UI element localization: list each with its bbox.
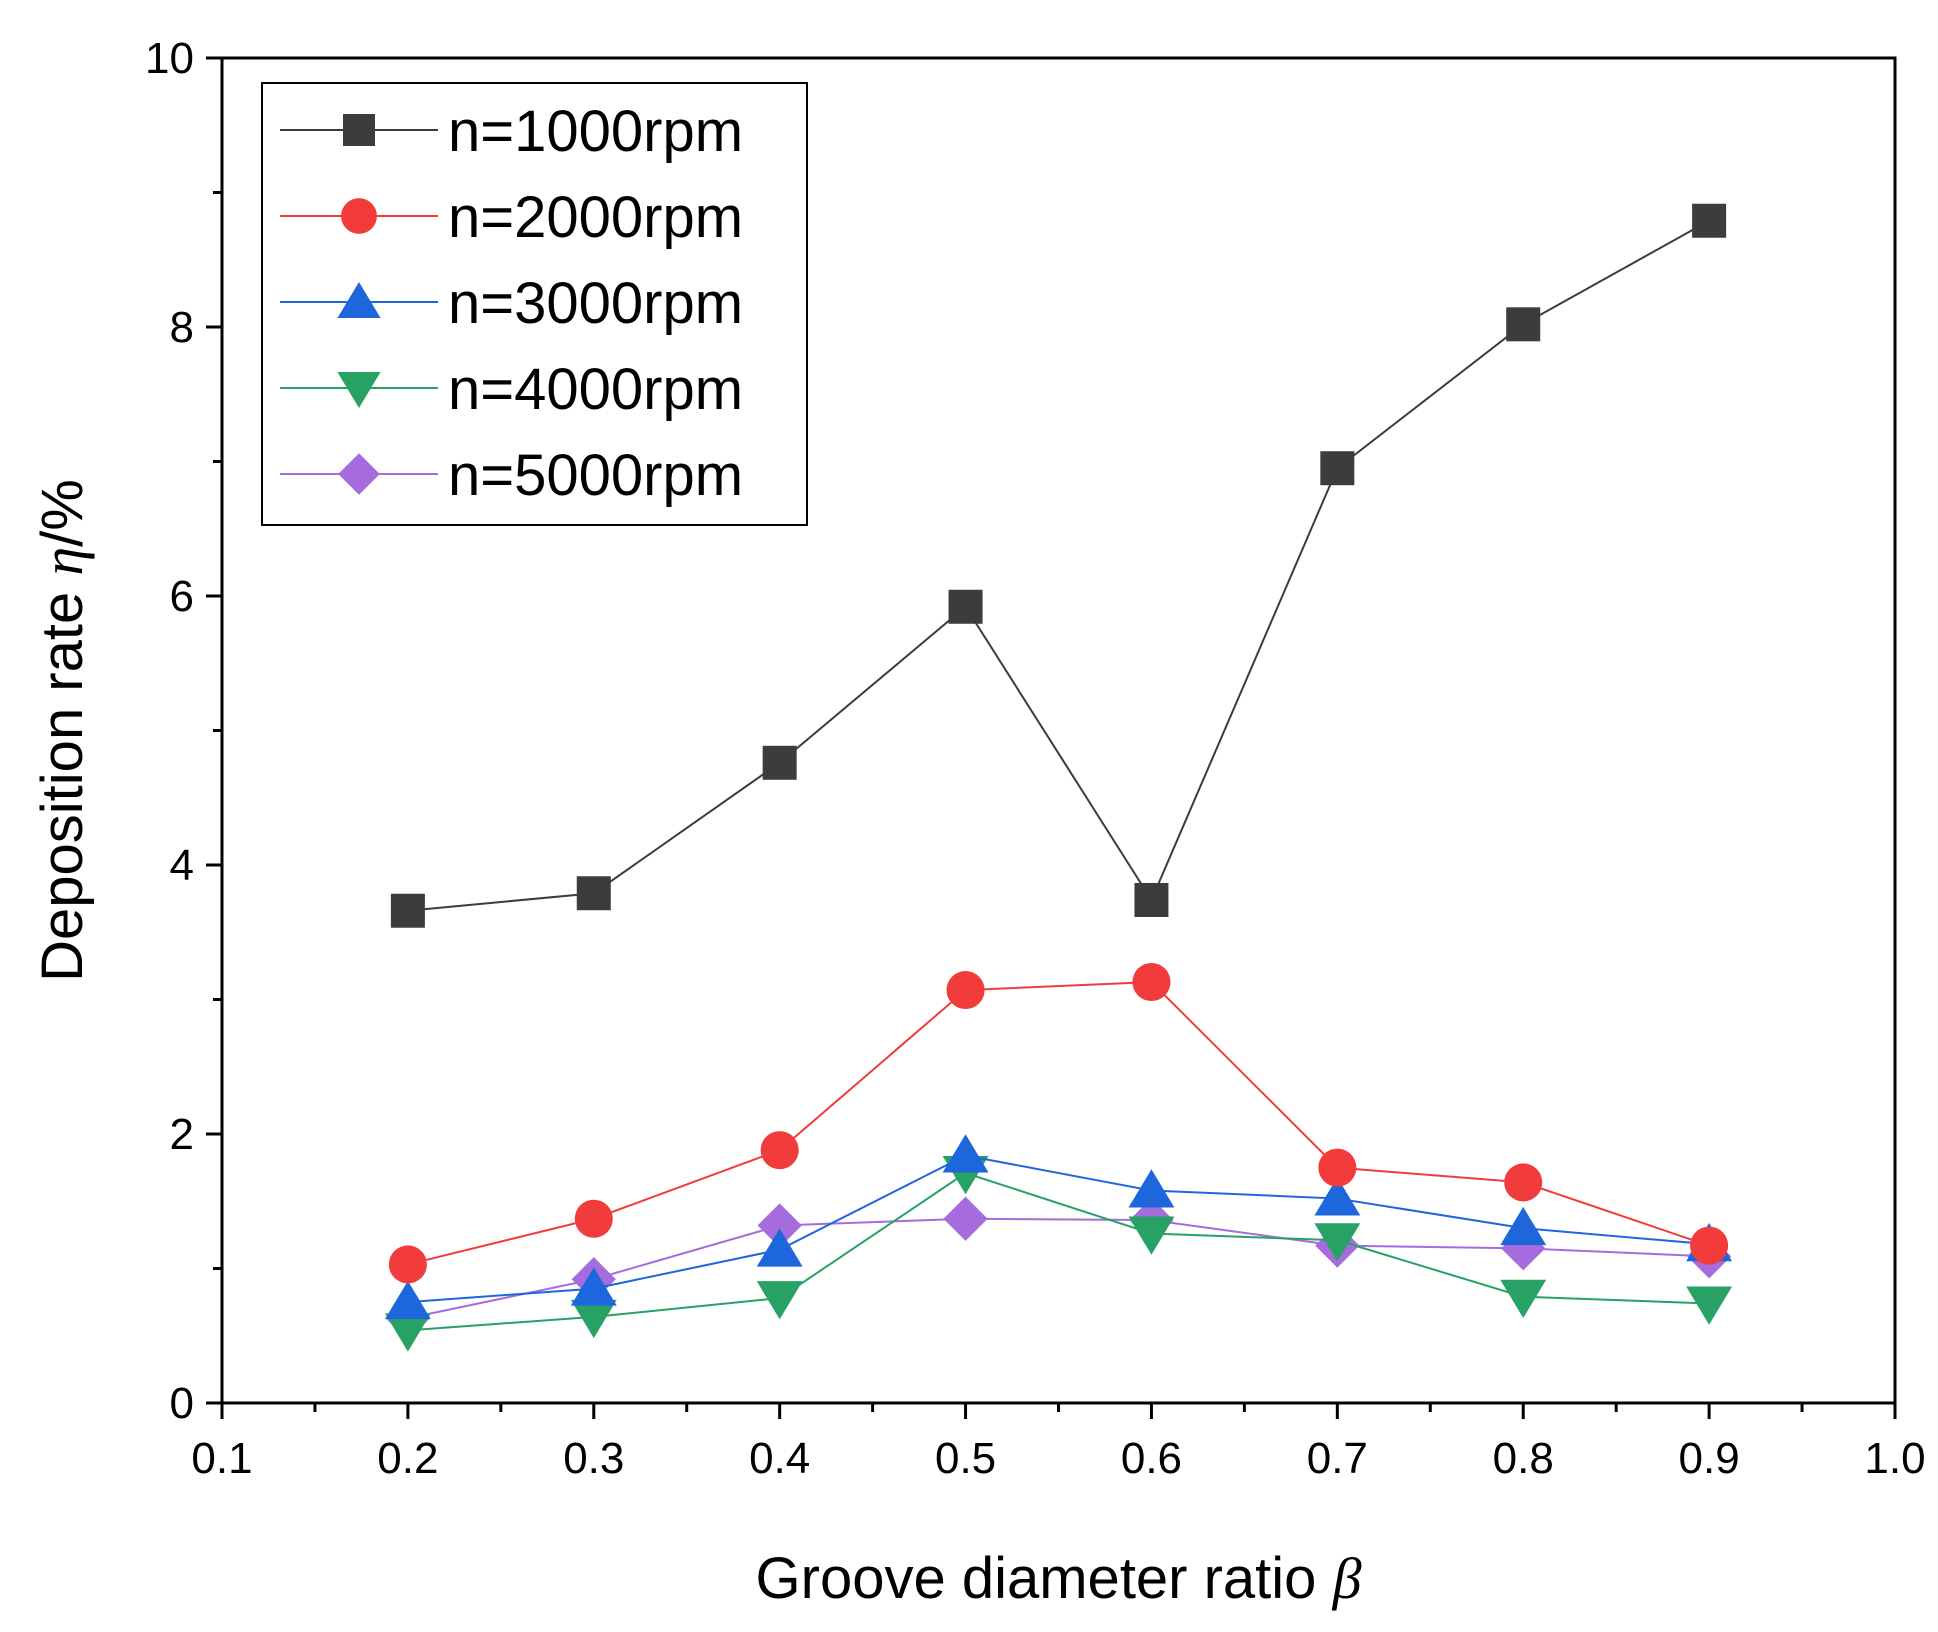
y-tick-label: 8 (170, 303, 194, 352)
x-tick-label: 0.5 (935, 1434, 996, 1483)
series-n=1000rpm (390, 203, 1727, 928)
series-line (407, 980, 1710, 1266)
data-point (942, 1134, 989, 1173)
x-tick-label: 0.1 (191, 1434, 252, 1483)
legend-label: n=1000rpm (448, 99, 743, 164)
data-point (757, 1203, 802, 1248)
legend-box (261, 82, 808, 526)
x-tick-label: 0.2 (377, 1434, 438, 1483)
data-point (384, 1280, 431, 1320)
x-tick-label: 0.9 (1679, 1434, 1740, 1483)
data-point (1128, 1216, 1175, 1255)
legend-item: n=1000rpm (280, 99, 743, 164)
y-tick-label: 4 (170, 841, 194, 890)
series-line (407, 219, 1710, 912)
data-point (1504, 1163, 1543, 1202)
x-tick-label: 0.4 (749, 1434, 810, 1483)
legend-marker (338, 453, 380, 495)
y-tick-label: 2 (170, 1110, 194, 1159)
legend-marker (337, 282, 381, 318)
series-line (407, 1217, 1710, 1320)
x-axis-title: Groove diameter ratio β (756, 1546, 1362, 1611)
x-axis-symbol: β (1332, 1546, 1362, 1611)
data-point (948, 589, 983, 624)
series-line (407, 1171, 1710, 1332)
legend-marker (337, 372, 381, 408)
legend-label: n=5000rpm (448, 443, 743, 508)
data-point (943, 1196, 988, 1241)
legend-label: n=2000rpm (448, 185, 743, 250)
x-tick-label: 0.6 (1121, 1434, 1182, 1483)
x-tick-labels: 0.1 0.2 0.3 0.4 0.5 0.6 0.7 0.8 0.9 1.0 (191, 1434, 1925, 1483)
x-tick-label: 1.0 (1864, 1434, 1925, 1483)
legend-item: n=5000rpm (280, 443, 743, 508)
y-tick-label: 10 (145, 34, 194, 83)
plot-frame (220, 56, 1897, 1405)
data-point (576, 876, 611, 911)
data-point (762, 745, 797, 780)
data-point (756, 1281, 803, 1320)
data-point (1314, 1223, 1361, 1262)
y-tick-label: 0 (170, 1379, 194, 1428)
data-point (1690, 1226, 1729, 1265)
data-point (570, 1299, 617, 1339)
data-point (1686, 1286, 1733, 1325)
data-point (1506, 307, 1541, 342)
x-tick-label: 0.8 (1493, 1434, 1554, 1483)
y-axis-symbol: η (30, 547, 95, 576)
data-point (388, 1245, 427, 1284)
data-point (946, 971, 985, 1010)
data-point (1318, 1148, 1357, 1187)
x-tick-label: 0.7 (1307, 1434, 1368, 1483)
series-layer (384, 203, 1733, 1352)
data-point (1134, 882, 1169, 917)
data-point (756, 1228, 803, 1267)
legend-label: n=4000rpm (448, 357, 743, 422)
data-point (1500, 1279, 1547, 1318)
y-tick-labels: 0 2 4 6 8 10 (145, 34, 194, 1428)
data-point (390, 893, 425, 928)
legend: n=1000rpm n=2000rpm n=3000rpm n=4000rpm n=50… (261, 82, 808, 526)
legend-marker (343, 114, 375, 146)
data-point (384, 1313, 431, 1352)
data-point (1132, 962, 1171, 1002)
x-tick-label: 0.3 (563, 1434, 624, 1483)
legend-item: n=3000rpm (280, 271, 743, 336)
data-point (1314, 1177, 1361, 1216)
legend-marker (341, 198, 377, 234)
data-point (570, 1267, 617, 1306)
series-line (407, 1154, 1710, 1304)
y-axis-unit: /% (30, 479, 95, 547)
data-point (574, 1199, 613, 1238)
data-point (1128, 1169, 1175, 1208)
series-n=2000rpm (388, 962, 1729, 1284)
legend-item: n=4000rpm (280, 357, 743, 422)
data-point (1692, 203, 1727, 238)
data-point (1320, 451, 1355, 486)
y-axis-title: Deposition rate η/% (30, 479, 95, 982)
data-point (1500, 1206, 1547, 1246)
y-tick-label: 6 (170, 572, 194, 621)
legend-item: n=2000rpm (280, 185, 743, 250)
legend-label: n=3000rpm (448, 271, 743, 336)
data-point (760, 1131, 799, 1170)
